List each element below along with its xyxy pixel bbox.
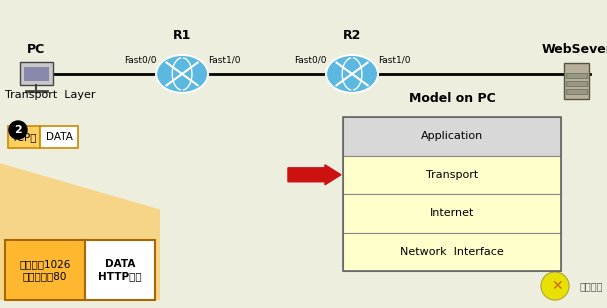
Text: 创新互联: 创新互联 <box>580 281 603 291</box>
Bar <box>5 240 85 300</box>
Text: Fast0/0: Fast0/0 <box>294 55 327 64</box>
Bar <box>343 117 561 271</box>
Bar <box>566 89 587 94</box>
Bar <box>85 240 155 300</box>
Circle shape <box>541 272 569 300</box>
Bar <box>564 63 589 99</box>
Text: Transport  Layer: Transport Layer <box>5 90 95 100</box>
Bar <box>566 81 587 86</box>
Text: Application: Application <box>421 131 483 141</box>
Text: Fast1/0: Fast1/0 <box>378 55 410 64</box>
Polygon shape <box>0 163 160 300</box>
Text: Network  Interface: Network Interface <box>401 247 504 257</box>
Text: Model on PC: Model on PC <box>409 92 495 105</box>
Text: R1: R1 <box>173 29 191 42</box>
Text: 源端口号1026
目的端口号80: 源端口号1026 目的端口号80 <box>19 259 70 281</box>
Text: ✕: ✕ <box>551 279 563 293</box>
Text: 2: 2 <box>14 125 22 135</box>
Text: Fast1/0: Fast1/0 <box>208 55 240 64</box>
Text: DATA
HTTP荷载: DATA HTTP荷载 <box>98 259 142 281</box>
Bar <box>19 62 53 85</box>
Text: TCP头: TCP头 <box>12 132 37 142</box>
Bar <box>343 117 561 156</box>
Text: Fast0/0: Fast0/0 <box>124 55 157 64</box>
Text: WebSever: WebSever <box>541 43 607 56</box>
Bar <box>40 126 78 148</box>
Ellipse shape <box>326 55 378 93</box>
Bar <box>343 194 561 233</box>
Text: Internet: Internet <box>430 208 475 218</box>
Bar <box>566 73 587 78</box>
Bar <box>8 126 40 148</box>
Bar <box>343 156 561 194</box>
Text: PC: PC <box>27 43 46 56</box>
Text: R2: R2 <box>343 29 361 42</box>
FancyArrow shape <box>288 165 341 185</box>
Bar <box>343 233 561 271</box>
Text: DATA: DATA <box>46 132 72 142</box>
Circle shape <box>9 121 27 139</box>
Text: Transport: Transport <box>426 170 478 180</box>
Bar <box>24 67 49 81</box>
Ellipse shape <box>156 55 208 93</box>
